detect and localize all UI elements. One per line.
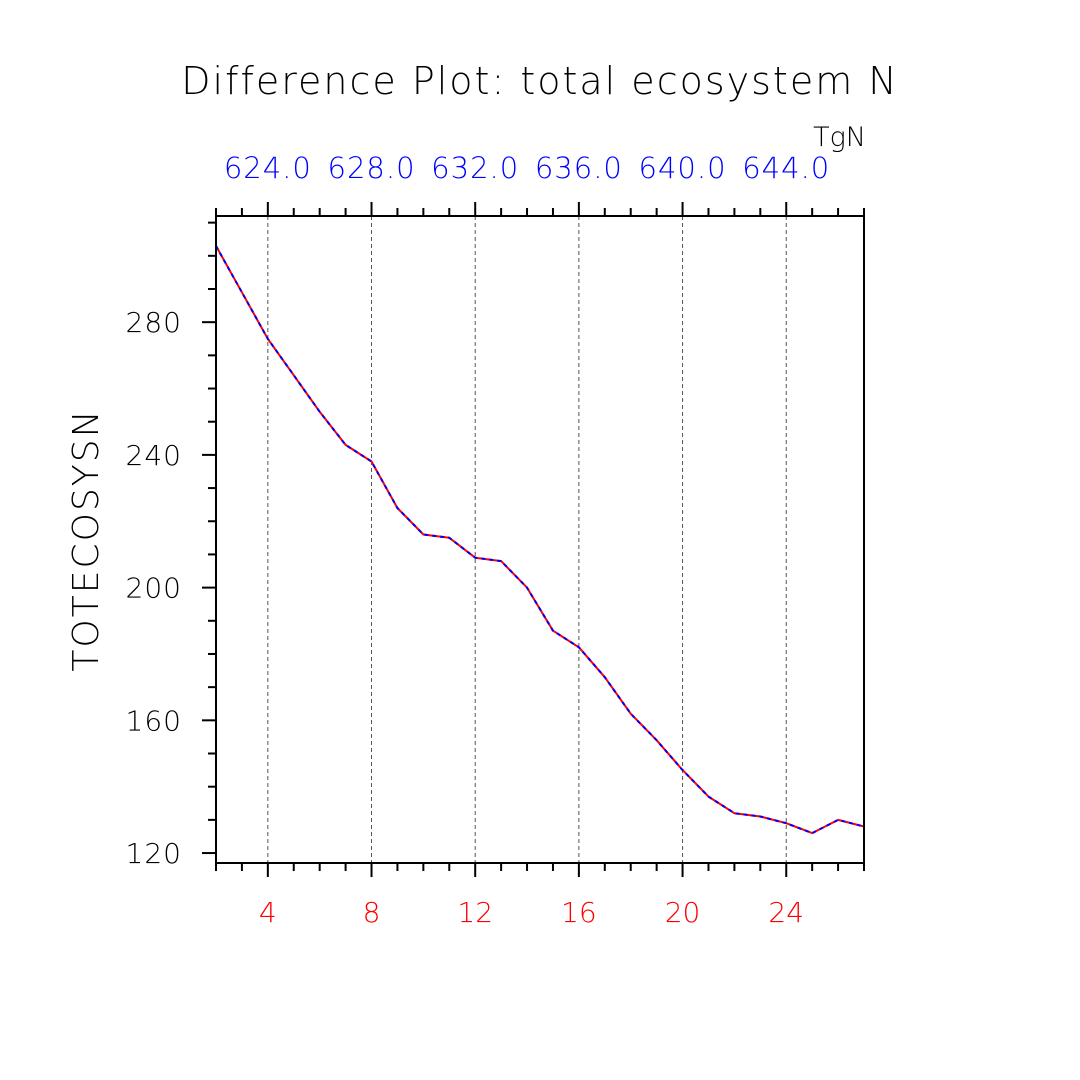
x-tick-label: 16 [561,896,597,929]
x-axis-tick-labels: 4 8 12 16 20 24 [259,896,804,929]
x-tick-label: 20 [665,896,701,929]
series-line-red [215,245,865,835]
top-tick-label: 640.0 [639,151,727,185]
series-line-blue-dashed [215,245,865,835]
top-tick-label: 644.0 [742,151,830,185]
top-tick-label: 628.0 [328,151,416,185]
y-tick-label: 160 [126,704,182,737]
chart-title: Difference Plot: total ecosystem N [181,59,898,103]
y-tick-label: 280 [126,306,182,339]
top-axis-units-label: TgN [813,122,866,153]
y-tick-label: 120 [126,837,182,870]
y-axis-label: TOTECOSYSN [66,408,107,671]
vertical-grid [267,216,787,863]
top-tick-label: 624.0 [224,151,312,185]
top-tick-label: 632.0 [431,151,519,185]
y-axis-tick-labels: 120 160 200 240 280 [126,306,182,870]
plot-frame [215,215,865,864]
top-axis-tick-labels: 624.0 628.0 632.0 636.0 640.0 644.0 [224,151,830,185]
top-tick-label: 636.0 [535,151,623,185]
x-tick-label: 8 [363,896,381,929]
x-tick-label: 4 [259,896,277,929]
y-tick-label: 240 [126,439,182,472]
x-tick-label: 12 [457,896,493,929]
y-tick-label: 200 [126,572,182,605]
x-tick-label: 24 [768,896,804,929]
series-layer [215,245,865,835]
axis-ticks [202,202,865,877]
